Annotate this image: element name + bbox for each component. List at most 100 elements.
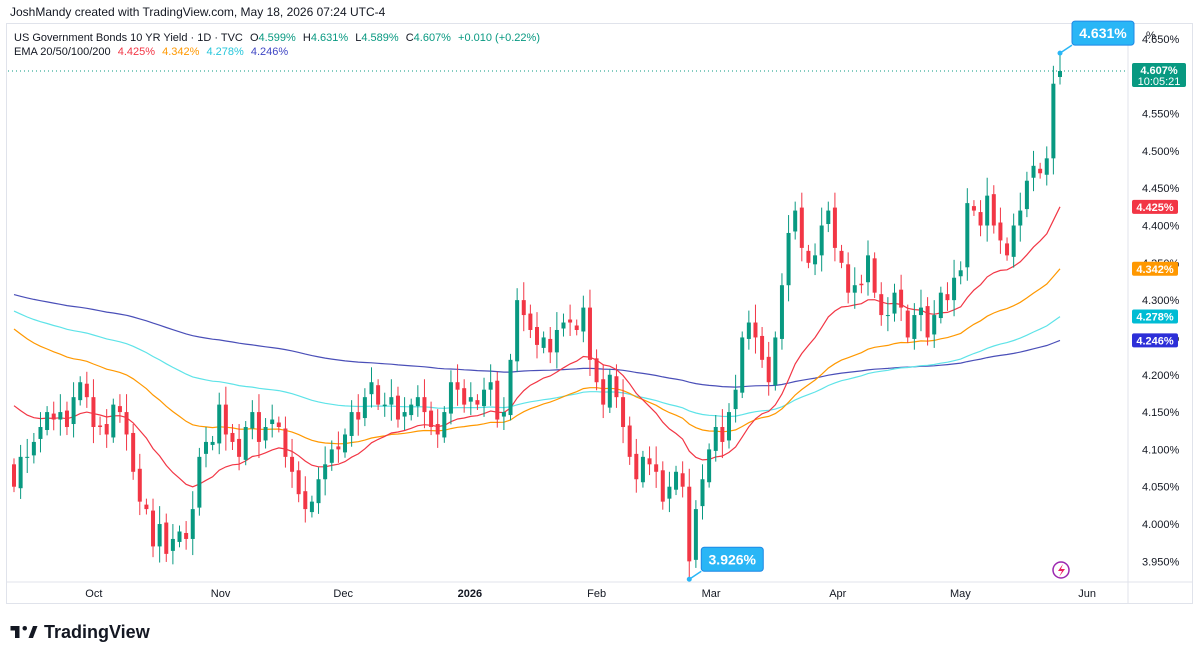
- candle-body: [263, 427, 268, 441]
- candle-body: [866, 255, 871, 283]
- event-flag-icon: [1052, 561, 1070, 579]
- candle-body: [18, 456, 23, 489]
- y-tick-label: 3.950%: [1142, 556, 1180, 568]
- x-tick-label: Jun: [1078, 588, 1096, 600]
- candle-body: [720, 427, 725, 442]
- candle-body: [51, 413, 56, 420]
- candle-body: [296, 470, 301, 495]
- candle-body: [1038, 168, 1043, 174]
- high-value: 4.631%: [310, 32, 349, 44]
- candle-body: [223, 404, 228, 435]
- candle-body: [674, 471, 679, 490]
- candle-body: [468, 397, 473, 402]
- candle-body: [832, 207, 837, 248]
- candle-body: [369, 382, 374, 395]
- candle-body: [1011, 225, 1016, 257]
- ema100-price-tag: 4.278%: [1136, 312, 1174, 324]
- candle-body: [190, 509, 195, 539]
- chart-frame: [6, 23, 1193, 604]
- candle-body: [660, 470, 665, 502]
- high-label: H: [302, 32, 311, 44]
- candle-body: [773, 337, 778, 386]
- candle-body: [157, 524, 162, 547]
- candle-body: [654, 464, 659, 472]
- candle-body: [58, 412, 63, 420]
- candle-body: [528, 313, 533, 330]
- low-value: 4.589%: [361, 32, 399, 44]
- candle-body: [45, 412, 50, 430]
- tradingview-logo-icon: [10, 626, 38, 638]
- candle-body: [144, 504, 149, 510]
- ema20-value: 4.425%: [117, 46, 156, 58]
- candle-body: [197, 456, 202, 508]
- x-tick-label: 2026: [458, 588, 482, 600]
- ema50-price-tag: 4.342%: [1136, 264, 1174, 276]
- tradingview-brand: TradingView: [44, 621, 150, 642]
- y-tick-label: 4.150%: [1142, 407, 1180, 419]
- candle-body: [309, 501, 314, 513]
- candle-body: [170, 538, 175, 551]
- ema20-line: [13, 206, 1061, 488]
- high-callout-label: 4.631%: [1079, 25, 1127, 41]
- candle-body: [164, 522, 169, 554]
- candle-body: [64, 410, 69, 428]
- candle-body: [554, 329, 559, 353]
- candle-body: [71, 397, 76, 425]
- candle-body: [541, 337, 546, 348]
- candle-body: [647, 458, 652, 465]
- candle-body: [256, 412, 261, 442]
- candle-body: [442, 412, 447, 438]
- high-callout-box: [1071, 20, 1135, 46]
- candle-body: [1018, 210, 1023, 226]
- candle-body: [561, 322, 566, 329]
- candle-body: [726, 412, 731, 441]
- candle-body: [329, 449, 334, 463]
- low-label: L: [355, 32, 362, 44]
- candle-body: [905, 310, 910, 338]
- candle-body: [938, 292, 943, 319]
- low-callout-box: [700, 546, 764, 572]
- tradingview-footer[interactable]: TradingView: [10, 620, 150, 644]
- candle-body: [786, 232, 791, 286]
- candle-body: [38, 427, 43, 439]
- candle-body: [998, 222, 1003, 241]
- candle-body: [137, 468, 142, 502]
- candle-body: [819, 225, 824, 256]
- candle-body: [965, 203, 970, 268]
- candle-body: [303, 491, 308, 510]
- candle-body: [700, 479, 705, 507]
- candle-body: [587, 307, 592, 360]
- candle-body: [482, 389, 487, 407]
- candle-body: [409, 404, 414, 416]
- candle-body: [448, 382, 453, 414]
- candle-body: [124, 412, 129, 435]
- candle-body: [31, 441, 36, 456]
- x-tick-label: Apr: [829, 588, 846, 600]
- candle-body: [918, 307, 923, 316]
- candle-body: [879, 294, 884, 316]
- candle-body: [243, 427, 248, 460]
- candle-body: [971, 206, 976, 211]
- chart-legend: US Government Bonds 10 YR Yield · 1D · T…: [14, 31, 540, 59]
- candle-body: [501, 412, 506, 417]
- candle-body: [952, 277, 957, 301]
- candle-body: [336, 446, 341, 450]
- ema100-price-tag-bg: [1132, 309, 1178, 324]
- candle-body: [740, 337, 745, 393]
- y-tick-label: 4.400%: [1142, 221, 1180, 233]
- candle-body: [250, 412, 255, 429]
- candle-body: [343, 434, 348, 453]
- candle-body: [84, 383, 89, 398]
- x-tick-label: Dec: [333, 588, 353, 600]
- axis-unit-label: %: [1146, 30, 1156, 42]
- candle-body: [687, 486, 692, 562]
- candle-body: [290, 456, 295, 472]
- x-tick-label: Oct: [85, 588, 102, 600]
- candle-body: [925, 306, 930, 338]
- candle-body: [283, 428, 288, 457]
- candle-body: [799, 207, 804, 248]
- candle-body: [184, 532, 189, 539]
- candle-body: [885, 315, 890, 317]
- candle-body: [376, 385, 381, 405]
